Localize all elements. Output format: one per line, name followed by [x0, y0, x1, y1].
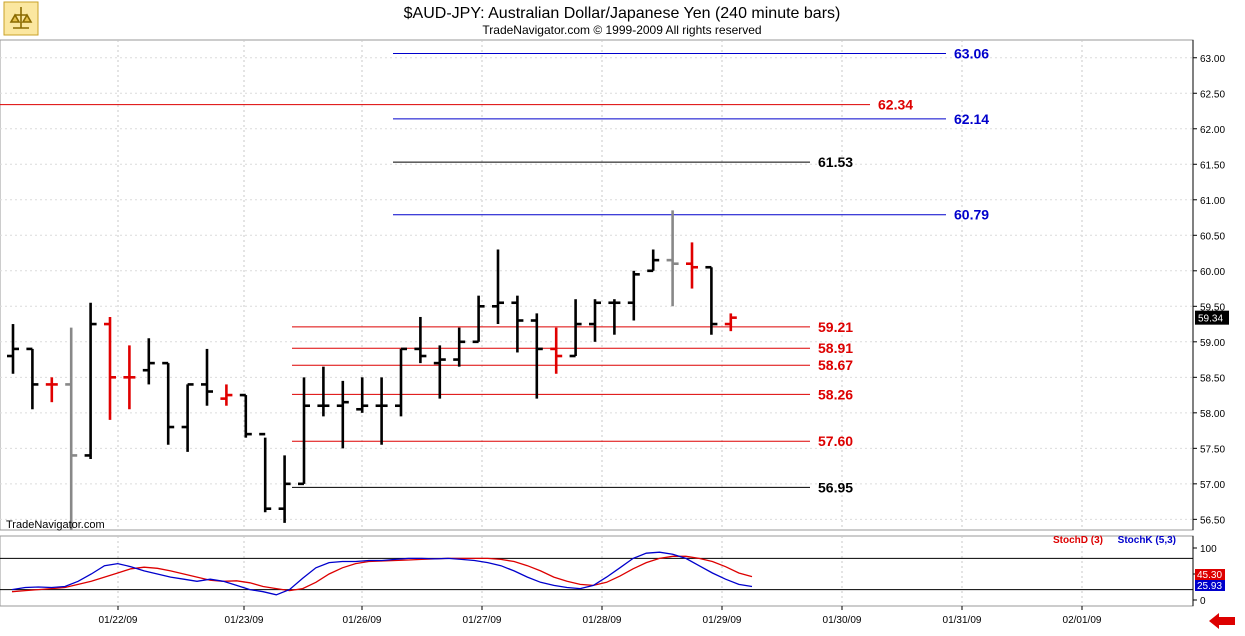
y-tick-label: 58.50 — [1200, 373, 1225, 384]
y-tick-label: 58.00 — [1200, 409, 1225, 420]
last-price-label: 59.34 — [1198, 314, 1223, 325]
price-bar — [220, 384, 233, 406]
price-bar — [26, 347, 39, 410]
y-tick-label: 59.50 — [1200, 302, 1225, 313]
watermark: TradeNavigator.com — [6, 519, 105, 531]
price-bar — [336, 380, 349, 449]
stoch-y-tick-label: 0 — [1200, 596, 1206, 607]
y-tick-label: 62.50 — [1200, 89, 1225, 100]
price-bar — [453, 327, 466, 367]
price-bar — [45, 377, 58, 403]
scroll-back-arrow-icon[interactable] — [1209, 613, 1235, 629]
level-label: 57.60 — [818, 433, 853, 449]
y-tick-label: 56.50 — [1200, 515, 1225, 526]
price-bar — [511, 295, 524, 353]
level-label: 58.67 — [818, 357, 853, 373]
y-tick-label: 61.50 — [1200, 160, 1225, 171]
price-bars — [7, 210, 737, 530]
price-bar — [686, 242, 698, 289]
x-tick-label: 01/26/09 — [343, 615, 382, 626]
y-tick-label: 61.00 — [1200, 196, 1225, 207]
y-tick-label: 60.00 — [1200, 267, 1225, 278]
price-bar — [65, 327, 78, 530]
price-bar — [627, 270, 640, 321]
price-bar — [181, 383, 194, 452]
level-label: 60.79 — [954, 207, 989, 223]
price-bar — [414, 316, 427, 364]
level-label: 61.53 — [818, 154, 853, 170]
level-label: 58.91 — [818, 340, 853, 356]
y-tick-label: 60.50 — [1200, 231, 1225, 242]
price-bar — [666, 210, 679, 307]
price-bar — [375, 377, 388, 445]
x-tick-label: 01/27/09 — [463, 615, 502, 626]
price-bar — [569, 299, 582, 358]
y-tick-label: 57.00 — [1200, 480, 1225, 491]
level-label: 63.06 — [954, 45, 989, 61]
price-levels: 63.06 62.34 62.14 61.53 60.79 59.21 58.9158.67… — [0, 45, 989, 495]
stoch-value-box — [1195, 569, 1225, 580]
legend-stochd: StochD (3) — [1053, 535, 1103, 546]
price-bar — [356, 377, 369, 413]
stoch-value-box — [1195, 580, 1225, 591]
price-bar — [84, 302, 97, 459]
price-bar — [395, 347, 407, 417]
price-bar — [278, 455, 291, 523]
stochastic-panel — [0, 551, 1193, 596]
price-bar — [608, 299, 621, 335]
price-bar — [647, 249, 660, 273]
x-tick-label: 01/31/09 — [943, 615, 982, 626]
price-bar — [239, 393, 252, 438]
stoch-value-label: 25.93 — [1197, 581, 1222, 592]
price-bar — [142, 338, 155, 385]
stochk-line — [11, 551, 753, 596]
price-bar — [472, 295, 485, 344]
legend-stochk: StochK (5,3) — [1118, 535, 1176, 546]
logo-icon[interactable] — [3, 1, 39, 36]
price-bar — [492, 249, 504, 325]
level-label: 59.21 — [818, 319, 853, 335]
price-bar — [298, 377, 310, 486]
x-tick-label: 01/28/09 — [583, 615, 622, 626]
level-label: 56.95 — [818, 479, 853, 495]
price-bar — [589, 299, 601, 342]
x-tick-label: 01/30/09 — [823, 615, 862, 626]
price-bar — [259, 432, 272, 513]
price-bar — [724, 313, 737, 332]
y-tick-label: 63.00 — [1200, 54, 1225, 65]
price-bar — [7, 324, 19, 374]
stoch-y-tick-label: 100 — [1200, 544, 1217, 555]
price-bar — [433, 345, 446, 399]
x-tick-label: 01/22/09 — [99, 615, 138, 626]
axes: 01/22/09 01/23/09 01/26/09 01/27/09 01/28/09… — [99, 40, 1229, 626]
price-bar — [317, 366, 330, 417]
x-tick-label: 01/29/09 — [703, 615, 742, 626]
y-tick-label: 62.00 — [1200, 125, 1225, 136]
last-price-box — [1195, 310, 1229, 325]
price-bar — [123, 345, 136, 410]
chart-subtitle: TradeNavigator.com © 1999-2009 All right… — [482, 23, 761, 37]
price-bar — [530, 313, 543, 399]
level-label: 62.14 — [954, 111, 989, 127]
level-label: 62.34 — [878, 97, 913, 113]
y-tick-label: 59.00 — [1200, 338, 1225, 349]
x-tick-label: 01/23/09 — [225, 615, 264, 626]
price-bar — [201, 348, 213, 406]
price-bar — [104, 316, 116, 420]
level-label: 58.26 — [818, 386, 853, 402]
price-bar — [550, 327, 563, 374]
grid — [0, 39, 1194, 607]
y-tick-label: 57.50 — [1200, 444, 1225, 455]
price-bar — [162, 361, 175, 445]
x-tick-label: 02/01/09 — [1063, 615, 1102, 626]
stoch-value-label: 45.30 — [1197, 570, 1222, 581]
price-bar — [705, 265, 718, 335]
chart-title: $AUD-JPY: Australian Dollar/Japanese Yen… — [404, 5, 841, 22]
